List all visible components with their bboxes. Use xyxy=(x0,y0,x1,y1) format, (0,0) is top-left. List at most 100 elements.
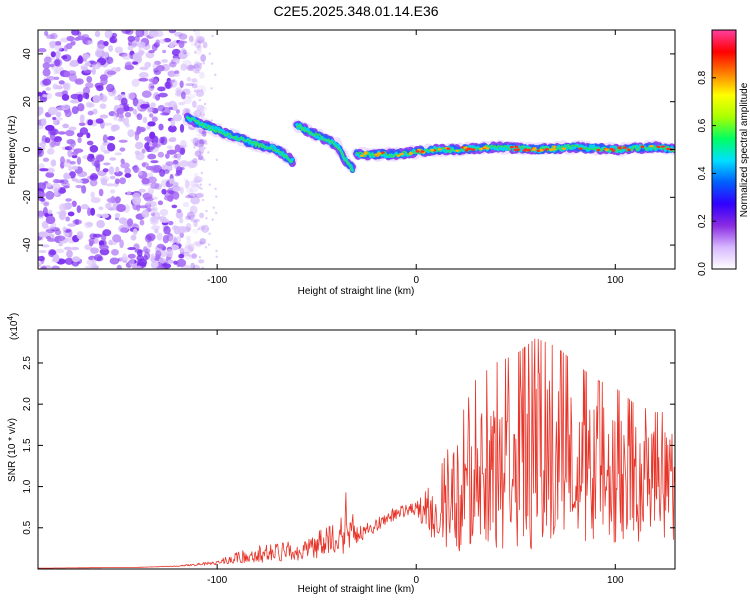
spectrogram-noise-cell xyxy=(198,145,205,155)
spectrogram-noise-cell xyxy=(165,248,174,258)
spectrogram-noise-cell xyxy=(52,116,57,120)
spectrogram-noise-cell xyxy=(195,192,205,199)
spectrogram-noise-cell xyxy=(198,138,205,148)
spectrogram-noise-cell xyxy=(147,176,157,184)
spectrogram-noise-cell xyxy=(99,248,110,256)
spectrogram-noise-cell xyxy=(45,124,55,132)
spectrogram-noise-cell xyxy=(55,50,61,57)
spectrogram-noise-cell xyxy=(198,38,202,41)
spectrogram-noise-cell xyxy=(81,185,87,194)
spectrogram-noise-cell xyxy=(50,159,57,167)
spectrogram-noise-cell xyxy=(198,139,207,145)
spectrogram-noise-cell xyxy=(68,165,73,172)
spectrogram-y-tick-label: 40 xyxy=(22,48,33,60)
spectrogram-noise-cell xyxy=(148,113,154,118)
spectrogram-noise-cell xyxy=(147,121,156,127)
spectrogram-noise-cell xyxy=(201,224,210,233)
spectrogram-noise-cell xyxy=(194,193,204,198)
spectrogram-noise-cell xyxy=(71,151,79,155)
snr-marks xyxy=(38,338,675,569)
spectrogram-noise-cell xyxy=(179,80,184,88)
spectrogram-noise-cell xyxy=(164,102,172,107)
spectrogram-noise-cell xyxy=(46,167,55,174)
spectrogram-noise-cell xyxy=(150,102,156,108)
spectrogram-noise-cell xyxy=(195,148,203,157)
spectrogram-hot-cell xyxy=(430,148,435,152)
spectrogram-noise-cell xyxy=(188,35,194,43)
spectrogram-noise-cell xyxy=(201,198,205,202)
spectrogram-noise-cell xyxy=(208,232,211,235)
spectrogram-noise-cell xyxy=(45,236,52,240)
spectrogram-noise-cell xyxy=(198,186,201,189)
spectrogram-noise-cell xyxy=(58,203,67,212)
spectrogram-noise-cell xyxy=(46,226,56,230)
spectrogram-noise-cell xyxy=(53,76,60,81)
spectrogram-noise-cell xyxy=(116,107,125,115)
spectrogram-noise-cell xyxy=(201,130,207,137)
spectrogram-noise-cell xyxy=(193,59,200,66)
spectrogram-noise-cell xyxy=(45,87,51,91)
spectrogram-noise-cell xyxy=(42,78,52,86)
spectrogram-noise-cell xyxy=(192,212,195,215)
spectrogram-hot-cell xyxy=(360,154,365,157)
spectrogram-noise-cell xyxy=(187,243,195,252)
spectrogram-noise-cell xyxy=(149,131,156,140)
spectrogram-noise-cell xyxy=(43,206,48,215)
spectrogram-noise-cell xyxy=(183,245,194,254)
spectrogram-noise-cell xyxy=(168,125,177,133)
spectrogram-noise-cell xyxy=(77,103,85,112)
spectrogram-noise-cell xyxy=(63,45,68,52)
spectrogram-noise-cell xyxy=(122,117,130,126)
spectrogram-noise-cell xyxy=(162,235,169,244)
spectrogram-noise-cell xyxy=(199,145,203,149)
spectrogram-noise-cell xyxy=(139,66,149,71)
snr-panel: -100 0 100 0.5 1.0 1.5 2.0 2.5 Height of strai… xyxy=(6,313,676,595)
spectrogram-hot-cell xyxy=(420,150,425,153)
spectrogram-noise-cell xyxy=(215,195,218,198)
spectrogram-noise-cell xyxy=(190,80,199,85)
spectrogram-noise-cell xyxy=(53,68,58,75)
spectrogram-y-label: Frequency (Hz) xyxy=(7,116,18,185)
spectrogram-noise-cell xyxy=(120,227,128,233)
spectrogram-noise-cell xyxy=(41,220,49,229)
spectrogram-noise-cell xyxy=(92,233,103,238)
spectrogram-noise-cell xyxy=(215,255,218,258)
spectrogram-noise-cell xyxy=(84,221,93,229)
spectrogram-hot-cell xyxy=(399,152,404,156)
spectrogram-noise-cell xyxy=(132,196,142,206)
spectrogram-noise-cell xyxy=(138,188,146,193)
spectrogram-noise-cell xyxy=(127,35,135,42)
spectrogram-noise-cell xyxy=(150,164,160,174)
spectrogram-noise-cell xyxy=(202,113,205,117)
spectrogram-noise-cell xyxy=(172,113,183,122)
spectrogram-noise-cell xyxy=(46,34,55,40)
spectrogram-noise-cell xyxy=(68,144,75,151)
spectrogram-noise-cell xyxy=(76,156,82,165)
spectrogram-noise-cell xyxy=(179,232,185,238)
spectrogram-noise-cell xyxy=(193,241,203,246)
spectrogram-noise-cell xyxy=(55,248,65,254)
snr-x-ticks: -100 0 100 xyxy=(207,330,624,586)
spectrogram-noise-cell xyxy=(194,43,197,46)
spectrogram-noise-cell xyxy=(52,253,60,263)
spectrogram-noise-cell xyxy=(184,179,190,189)
spectrogram-noise-cell xyxy=(119,239,124,249)
spectrogram-hot-cell xyxy=(596,148,601,152)
spectrogram-noise-cell xyxy=(193,264,200,269)
spectrogram-noise-cell xyxy=(65,198,72,202)
spectrogram-noise-cell xyxy=(108,45,114,52)
spectrogram-noise-cell xyxy=(61,104,71,110)
spectrogram-noise-cell xyxy=(106,56,114,65)
spectrogram-noise-cell xyxy=(156,265,165,269)
spectrogram-noise-cell xyxy=(193,70,200,74)
spectrogram-noise-cell xyxy=(192,64,200,69)
spectrogram-noise-cell xyxy=(54,44,63,51)
spectrogram-noise-cell xyxy=(41,118,47,126)
spectrogram-noise-cell xyxy=(120,97,128,106)
spectrogram-noise-cell xyxy=(150,225,161,231)
colorbar-label: Normalized spectral amplitude xyxy=(739,82,750,217)
spectrogram-noise-cell xyxy=(200,37,204,40)
spectrogram-noise-cell xyxy=(160,218,170,223)
spectrogram-noise-cell xyxy=(108,166,115,175)
